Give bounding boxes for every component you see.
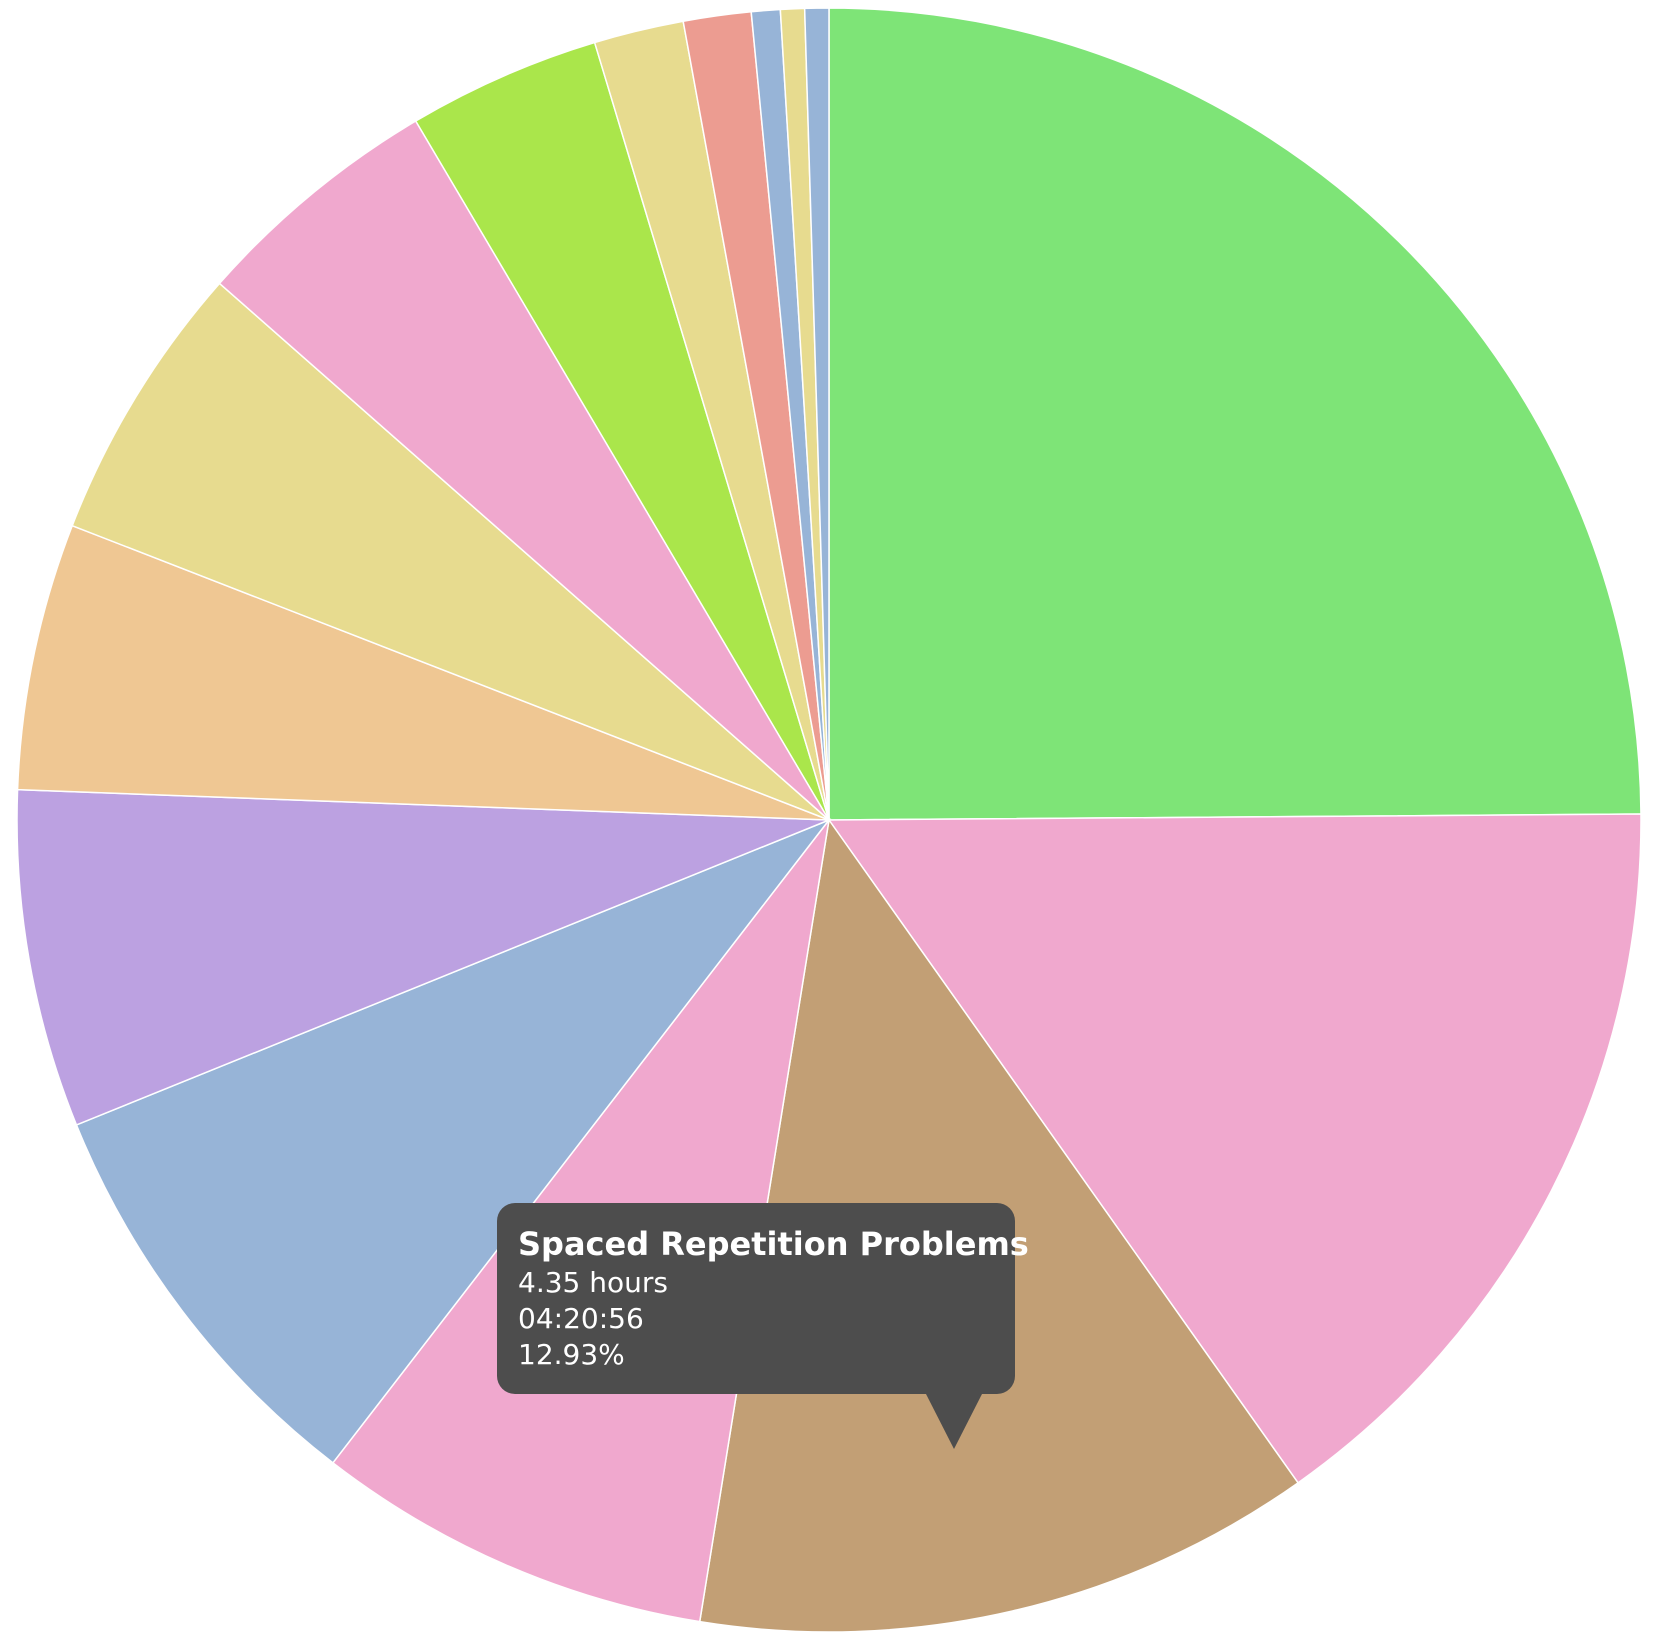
tooltip-pointer	[926, 1394, 982, 1449]
tooltip-hours: 4.35 hours	[518, 1266, 668, 1299]
tooltip-duration: 04:20:56	[518, 1302, 644, 1335]
pie-slice-10[interactable]	[414, 41, 830, 821]
pie-slice-6[interactable]	[16, 788, 830, 1126]
slice-tooltip: Spaced Repetition Problems 4.35 hours 04…	[497, 1203, 1029, 1449]
pie-slice-1[interactable]	[828, 7, 1642, 821]
pie-slice-7[interactable]	[16, 524, 830, 821]
pie-slice-8[interactable]	[71, 282, 830, 821]
pie-slice-15[interactable]	[803, 7, 830, 821]
pie-slice-5[interactable]	[75, 818, 832, 1464]
tooltip-percent: 12.93%	[518, 1338, 625, 1371]
pie-slice-9[interactable]	[218, 120, 830, 821]
tooltip-title: Spaced Repetition Problems	[518, 1225, 1029, 1263]
pie-slice-2[interactable]	[827, 813, 1642, 1484]
